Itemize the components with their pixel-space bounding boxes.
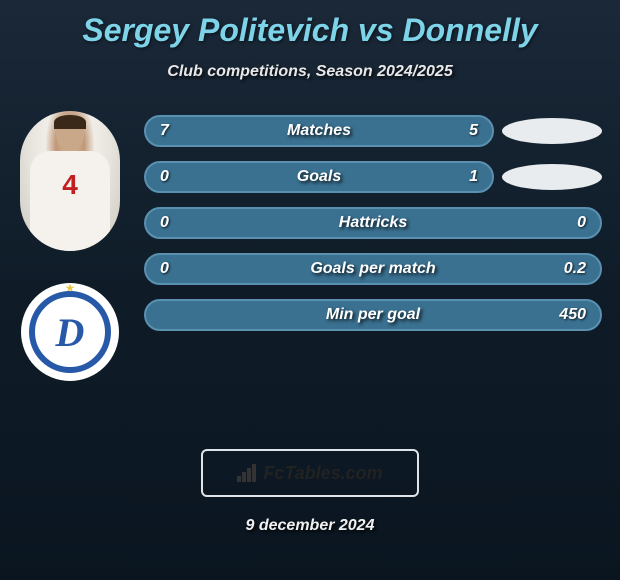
ellipse-icon (502, 164, 602, 190)
stat-right-value: 0.2 (544, 260, 586, 278)
brand-text: FcTables.com (263, 463, 382, 484)
stat-left-value: 0 (160, 168, 202, 186)
stat-pill-goals: 0 Goals 1 (144, 161, 494, 193)
stat-right-value: 1 (436, 168, 478, 186)
stat-pill-gpm: 0 Goals per match 0.2 (144, 253, 602, 285)
brand-box: FcTables.com (201, 449, 419, 497)
stat-left-value: 7 (160, 122, 202, 140)
bar-chart-icon (237, 464, 257, 482)
stat-row: 0 Goals 1 (144, 161, 602, 193)
ellipse-icon (502, 118, 602, 144)
stat-right-value: 450 (544, 306, 586, 324)
stat-label: Goals per match (310, 260, 435, 278)
stats-column: 7 Matches 5 0 Goals 1 0 Hattricks 0 0 (130, 111, 610, 381)
club-badge: D (21, 283, 119, 381)
stat-label: Min per goal (326, 306, 420, 324)
page-subtitle: Club competitions, Season 2024/2025 (0, 63, 620, 81)
avatar-column: 4 D (10, 111, 130, 381)
stat-row: 7 Matches 5 (144, 115, 602, 147)
club-badge-inner: D (29, 291, 111, 373)
stat-pill-hattricks: 0 Hattricks 0 (144, 207, 602, 239)
stat-row: 0 Hattricks 0 (144, 207, 602, 239)
stat-row: Min per goal 450 (144, 299, 602, 331)
club-letter-icon: D (56, 309, 85, 356)
jersey-number: 4 (62, 169, 78, 201)
stat-label: Matches (287, 122, 351, 140)
player-avatar: 4 (20, 111, 120, 251)
stat-left-value: 0 (160, 214, 202, 232)
stat-pill-matches: 7 Matches 5 (144, 115, 494, 147)
stat-label: Hattricks (339, 214, 407, 232)
stat-row: 0 Goals per match 0.2 (144, 253, 602, 285)
stat-pill-mpg: Min per goal 450 (144, 299, 602, 331)
content-area: 4 D 7 Matches 5 0 Goals 1 (0, 111, 620, 381)
stat-left-value: 0 (160, 260, 202, 278)
jersey (30, 151, 110, 251)
stat-right-value: 5 (436, 122, 478, 140)
page-title: Sergey Politevich vs Donnelly (0, 0, 620, 49)
stat-right-value: 0 (544, 214, 586, 232)
stat-label: Goals (297, 168, 341, 186)
date-text: 9 december 2024 (0, 517, 620, 535)
